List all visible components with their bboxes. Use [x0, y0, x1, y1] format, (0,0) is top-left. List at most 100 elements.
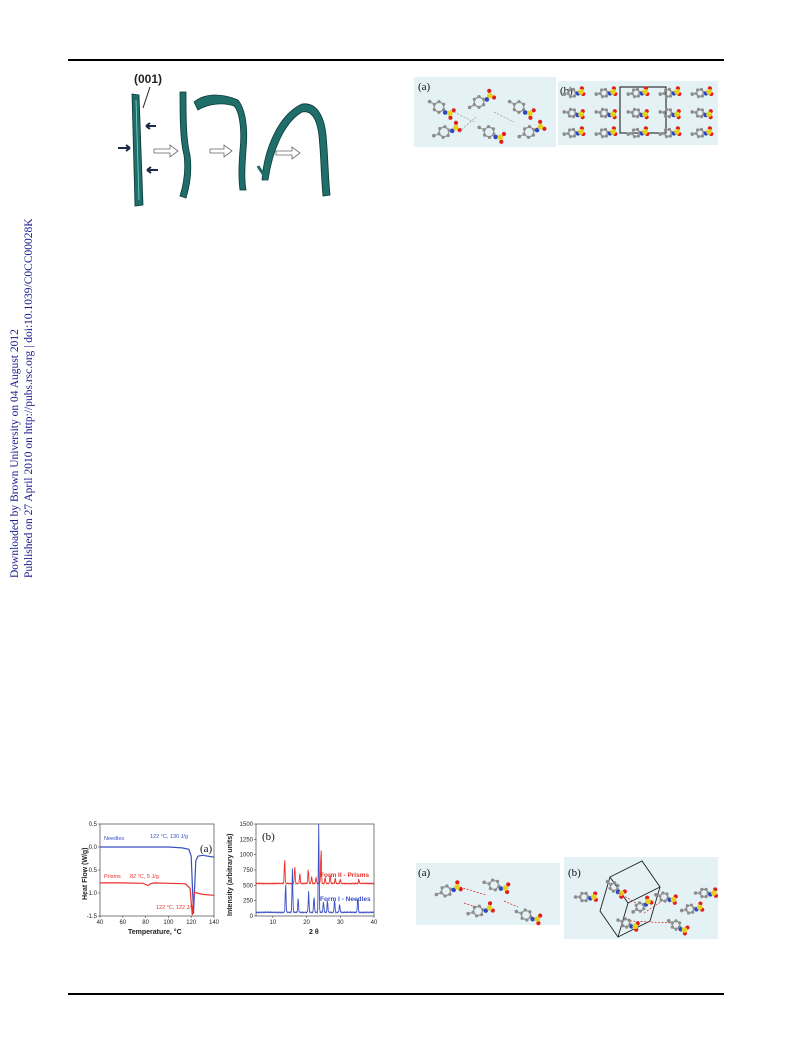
- methyl-carbon: [658, 92, 663, 96]
- carbon-atom: [487, 135, 492, 139]
- oxygen-atom: [487, 88, 492, 94]
- carbon-atom: [695, 88, 700, 92]
- carbon-atom: [635, 127, 640, 131]
- sulfur-atom: [610, 88, 616, 95]
- carbon-atom: [437, 100, 441, 104]
- carbon-atom: [600, 135, 605, 139]
- form1-series-label: Form I - Needles: [320, 896, 371, 903]
- xrd-xtick-label: 30: [337, 920, 344, 926]
- carbon-atom: [522, 102, 526, 106]
- carbon-atom: [635, 87, 640, 91]
- oxygen-atom: [448, 115, 453, 120]
- carbon-atom: [632, 107, 637, 111]
- carbon-atom: [520, 916, 524, 920]
- oxygen-atom: [491, 95, 497, 100]
- dsc-xtick-label: 60: [119, 920, 126, 926]
- carbon-atom: [704, 895, 708, 899]
- carbon-atom: [704, 887, 708, 891]
- carbon-atom: [482, 103, 486, 107]
- carbon-atom: [486, 125, 491, 129]
- carbon-atom: [695, 114, 700, 118]
- methyl-carbon: [690, 132, 695, 136]
- carbon-atom: [571, 87, 576, 91]
- dsc-xtick-label: 80: [142, 920, 149, 926]
- methyl-carbon: [679, 908, 684, 913]
- oxygen-atom: [457, 128, 462, 133]
- carbon-atom: [528, 910, 532, 914]
- sulfur-atom: [645, 898, 651, 905]
- carbon-atom: [631, 88, 636, 92]
- sulfur-atom: [502, 885, 509, 891]
- sulfur-atom: [454, 884, 460, 890]
- carbon-atom: [621, 924, 625, 928]
- thermal-xrd-figure: Heat Flow (W/g) 40 60 80 100 120 1400.50.0-0.…: [82, 822, 378, 936]
- oxygen-atom: [487, 901, 493, 906]
- methyl-carbon: [517, 134, 522, 139]
- carbon-atom: [700, 887, 704, 891]
- oxygen-atom: [538, 913, 543, 918]
- sulfur-atom: [591, 894, 597, 900]
- dsc-xtick-label: 120: [186, 920, 197, 926]
- form2-series-label: Form II - Prisms: [320, 872, 370, 879]
- carbon-atom: [700, 895, 704, 899]
- xrd-ytick-label: 0: [250, 914, 254, 920]
- oxygen-atom: [455, 880, 460, 885]
- carbon-atom: [638, 909, 642, 913]
- carbon-atom: [668, 94, 673, 98]
- carbon-atom: [567, 128, 572, 132]
- carbon-atom: [432, 108, 436, 112]
- hydrogen-bond: [463, 902, 477, 908]
- methyl-carbon: [626, 92, 631, 96]
- dsc-ytick-label: 0.0: [89, 845, 98, 851]
- carbon-atom: [608, 886, 612, 891]
- carbon-atom: [568, 95, 573, 99]
- sulfur-atom: [706, 111, 712, 118]
- sulfur-atom: [447, 110, 453, 117]
- hydrogen-bond: [629, 920, 673, 924]
- sulfur-atom: [453, 124, 459, 131]
- top-rule: [68, 59, 724, 61]
- carbon-atom: [584, 899, 588, 903]
- carbon-atom: [440, 886, 444, 890]
- carbon-atom: [567, 88, 572, 92]
- carbon-atom: [599, 114, 604, 118]
- sulfur-atom: [706, 128, 712, 135]
- methyl-carbon: [573, 895, 578, 899]
- carbon-atom: [604, 134, 609, 138]
- carbon-atom: [437, 110, 441, 114]
- carbon-atom: [443, 894, 447, 898]
- xrd-xlabel: 2 θ: [309, 929, 319, 936]
- carbon-atom: [517, 110, 521, 114]
- carbon-atom: [638, 901, 642, 905]
- methyl-carbon: [562, 132, 567, 136]
- carbon-atom: [661, 891, 665, 895]
- methyl-carbon: [477, 125, 482, 130]
- hydrogen-bond: [459, 886, 487, 896]
- download-line: Downloaded by Brown University on 04 Aug…: [9, 329, 21, 578]
- carbon-atom: [616, 883, 620, 888]
- methyl-carbon: [626, 132, 631, 136]
- crystal-bending-figure: (001): [106, 70, 351, 210]
- xrd-xtick-label: 20: [303, 920, 310, 926]
- oxygen-atom: [453, 120, 459, 125]
- carbon-atom: [448, 892, 452, 896]
- carbon-atom: [696, 135, 701, 139]
- carbon-atom: [670, 925, 674, 929]
- sulfur-atom: [642, 111, 648, 118]
- carbon-atom: [599, 128, 604, 132]
- carbon-atom: [663, 114, 668, 118]
- methyl-carbon: [594, 110, 599, 114]
- methyl-carbon: [562, 92, 567, 96]
- carbon-atom: [664, 107, 669, 111]
- carbon-atom: [568, 135, 573, 139]
- carbon-atom: [642, 907, 646, 911]
- packing-figure-bottom: (a) (b): [416, 857, 718, 939]
- carbon-atom: [627, 918, 631, 922]
- carbon-atom: [663, 88, 668, 92]
- carbon-atom: [442, 102, 446, 106]
- carbon-atom: [691, 910, 695, 914]
- carbon-atom: [659, 898, 663, 902]
- nitrogen-atom: [483, 908, 489, 913]
- hydrogen-bond: [493, 111, 515, 123]
- carbon-atom: [604, 94, 609, 98]
